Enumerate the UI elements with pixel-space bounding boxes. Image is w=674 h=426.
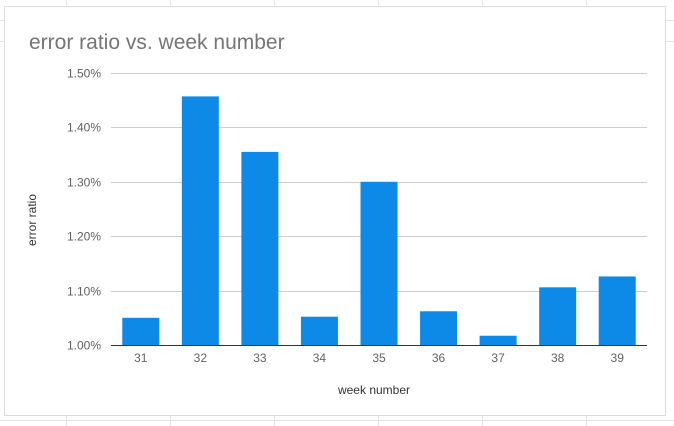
y-tick-label: 1.10% [67, 285, 101, 299]
bar-35[interactable] [360, 181, 398, 345]
bar-31[interactable] [122, 317, 160, 345]
chart-title: error ratio vs. week number [29, 31, 285, 54]
x-tick-label: 39 [611, 351, 625, 365]
y-axis-label: error ratio [25, 194, 39, 246]
x-tick-label: 36 [432, 351, 446, 365]
y-tick-label: 1.00% [67, 339, 101, 353]
chart-card[interactable]: error ratio vs. week number 1.00% 1.10% 1.… [4, 6, 666, 416]
bar-chart: 1.00% 1.10% 1.20% 1.30% 1.40% 1.50% 31 32 33 34 35… [25, 67, 647, 397]
x-tick-label: 38 [551, 351, 565, 365]
tick-labels: 1.00% 1.10% 1.20% 1.30% 1.40% 1.50% 31 32 33 34 35… [67, 67, 624, 366]
bar-37[interactable] [479, 335, 517, 345]
x-tick-label: 37 [491, 351, 505, 365]
x-tick-label: 35 [372, 351, 386, 365]
bar-36[interactable] [420, 311, 458, 345]
x-tick-label: 31 [134, 351, 148, 365]
y-tick-label: 1.40% [67, 121, 101, 135]
bars [122, 96, 636, 345]
y-tick-label: 1.50% [67, 67, 101, 81]
x-axis-label: week number [337, 383, 410, 397]
x-tick-label: 34 [313, 351, 327, 365]
bar-32[interactable] [181, 96, 219, 345]
x-tick-label: 32 [194, 351, 208, 365]
bar-38[interactable] [539, 287, 577, 345]
bar-34[interactable] [300, 316, 338, 345]
bar-39[interactable] [598, 276, 636, 345]
y-tick-label: 1.30% [67, 176, 101, 190]
bar-33[interactable] [241, 151, 279, 345]
x-tick-label: 33 [253, 351, 267, 365]
y-tick-label: 1.20% [67, 230, 101, 244]
